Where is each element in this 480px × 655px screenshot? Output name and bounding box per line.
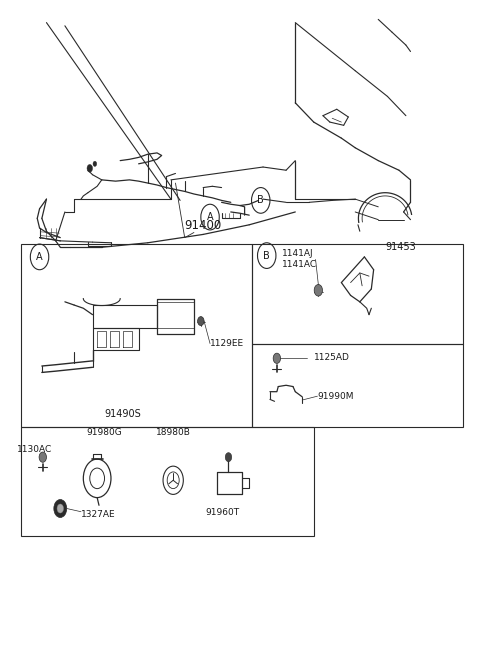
Text: 91400: 91400 — [184, 219, 222, 233]
Text: 1129EE: 1129EE — [210, 339, 244, 348]
Text: 91453: 91453 — [385, 242, 416, 252]
Text: B: B — [264, 251, 270, 261]
Circle shape — [57, 504, 63, 513]
Bar — [252, 244, 464, 343]
Bar — [252, 343, 464, 427]
Text: 1327AE: 1327AE — [81, 510, 116, 519]
Text: B: B — [257, 195, 264, 206]
Text: 91990M: 91990M — [317, 392, 354, 401]
Text: A: A — [36, 252, 43, 262]
Text: 91490S: 91490S — [104, 409, 141, 419]
Text: 1141AC: 1141AC — [282, 260, 317, 269]
Circle shape — [314, 284, 323, 296]
Bar — [21, 244, 252, 427]
Text: 91960T: 91960T — [205, 508, 240, 517]
Text: 1130AC: 1130AC — [17, 445, 53, 454]
Circle shape — [273, 353, 280, 364]
Text: 91980G: 91980G — [86, 428, 122, 437]
Circle shape — [39, 452, 47, 462]
Text: A: A — [207, 212, 214, 222]
Circle shape — [87, 164, 93, 172]
Bar — [21, 427, 314, 536]
Text: 1141AJ: 1141AJ — [282, 249, 314, 258]
Circle shape — [225, 453, 232, 462]
Circle shape — [54, 500, 67, 517]
Circle shape — [198, 316, 204, 326]
Text: 1125AD: 1125AD — [314, 353, 349, 362]
Text: 18980B: 18980B — [156, 428, 191, 437]
Circle shape — [93, 161, 96, 166]
